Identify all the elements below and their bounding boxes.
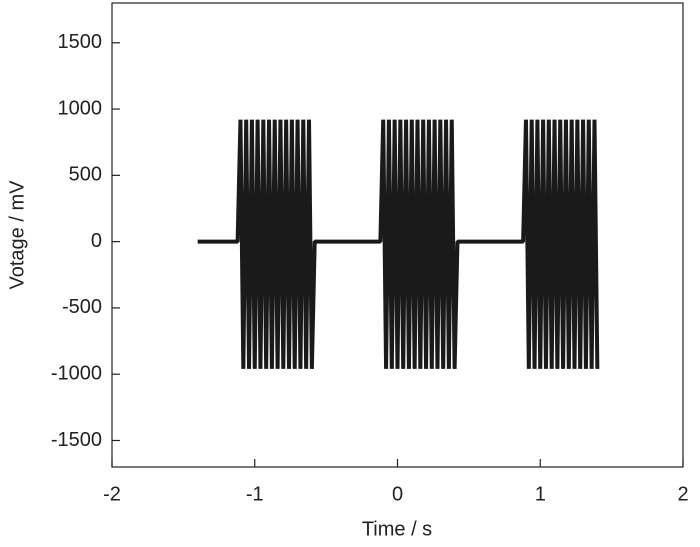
y-tick-label: 1000 — [58, 97, 103, 119]
y-tick-label: -1500 — [51, 429, 102, 451]
y-tick-label: -500 — [62, 296, 102, 318]
voltage-line — [197, 119, 600, 369]
x-axis-label: Time / s — [362, 518, 432, 540]
x-tick-label: -2 — [103, 483, 121, 505]
x-tick-label: -1 — [246, 483, 264, 505]
y-tick-label: 500 — [69, 164, 102, 186]
y-tick-label: -1000 — [51, 362, 102, 384]
x-tick-label: 2 — [677, 483, 688, 505]
x-tick-label: 0 — [392, 483, 403, 505]
x-tick-label: 1 — [535, 483, 546, 505]
y-axis-label: Votage / mV — [6, 180, 28, 290]
y-tick-label: 0 — [91, 230, 102, 252]
y-tick-label: 1500 — [58, 31, 103, 53]
